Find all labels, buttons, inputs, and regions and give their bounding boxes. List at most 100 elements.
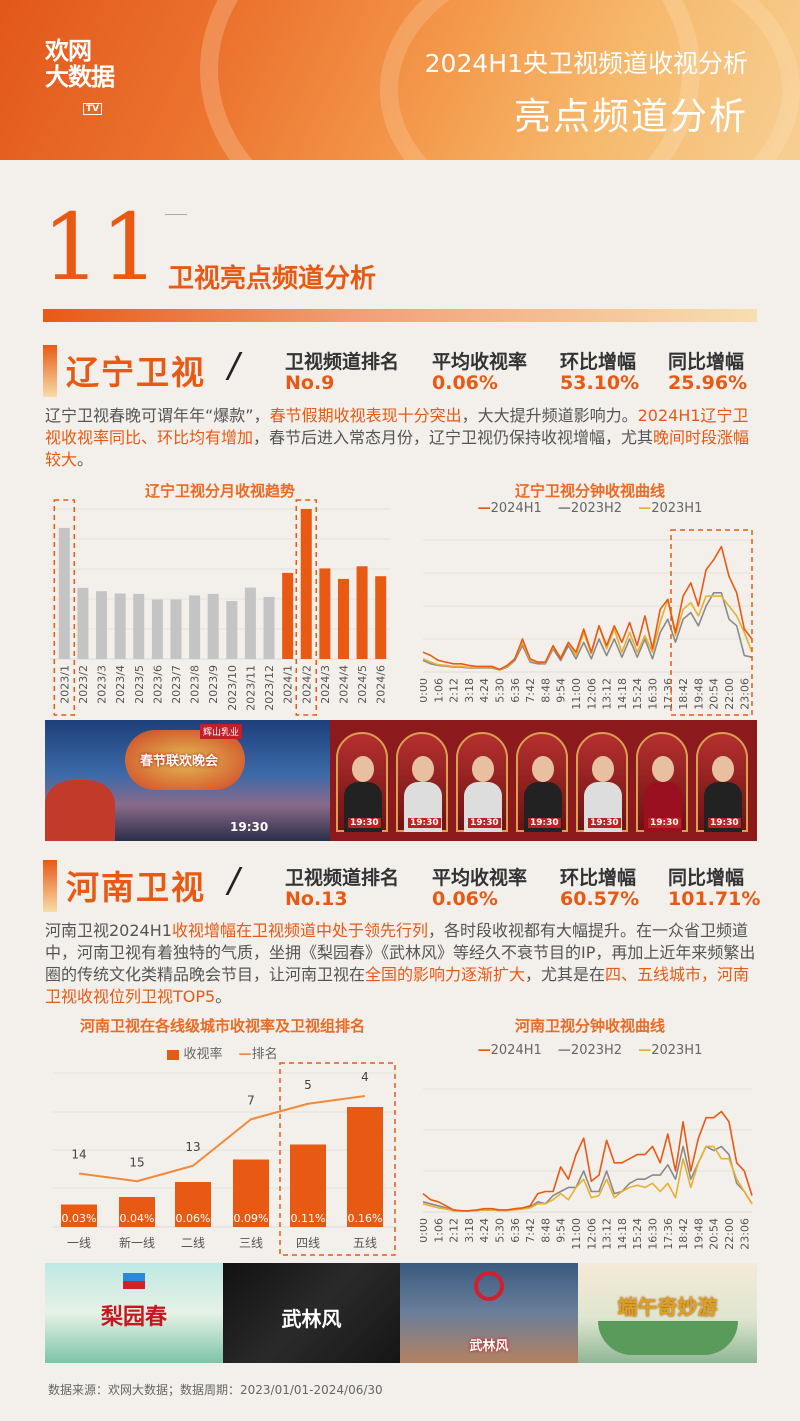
bar xyxy=(114,593,126,659)
stat-value-avg: 0.06% xyxy=(432,888,498,910)
stat-label-rank: 卫视频道排名 xyxy=(285,867,400,889)
section-title: 卫视亮点频道分析 xyxy=(168,264,377,294)
bar xyxy=(233,1159,269,1227)
chart-title: 辽宁卫视分钟收视曲线 xyxy=(514,482,665,500)
logo-text: 欢网 xyxy=(45,37,92,65)
monthly-trend-chart: 辽宁卫视分月收视趋势 2023/1 2023/2 2023/3 2023/4 2023/… xyxy=(45,475,395,720)
stat-value-mom: 60.57% xyxy=(560,888,640,910)
series-line-2024H1 xyxy=(422,1110,753,1212)
header-title: 亮点频道分析 xyxy=(514,95,748,138)
x-tick-label: 2:12 xyxy=(448,678,461,703)
x-tick-label: 23:06 xyxy=(738,678,751,710)
x-tick-label: 一线 xyxy=(67,1236,91,1250)
highlight-box xyxy=(279,1062,396,1256)
x-tick-label: 9:54 xyxy=(555,678,568,703)
x-tick-label: 6:36 xyxy=(509,678,522,703)
rank-label: 4 xyxy=(361,1070,369,1084)
channel-accent-bar xyxy=(43,860,57,912)
bar xyxy=(133,593,145,659)
bar xyxy=(207,593,219,659)
body-text: ，大大提升频道影响力。 xyxy=(461,406,638,425)
poster-caption: 春节联欢晚会 xyxy=(140,754,219,769)
x-tick-label: 新一线 xyxy=(119,1235,155,1250)
body-text: 。 xyxy=(77,450,94,469)
x-tick-label: 12:06 xyxy=(585,678,598,710)
stat-label-avg: 平均收视率 xyxy=(432,351,528,373)
broadcast-time: 19:30 xyxy=(230,820,269,834)
stat-label-mom: 环比增幅 xyxy=(560,351,637,373)
stat-value-rank: No.9 xyxy=(285,372,335,394)
x-tick-label: 2024/1 xyxy=(282,665,295,704)
stat-value-yoy: 25.96% xyxy=(668,372,748,394)
bar xyxy=(244,587,256,659)
highlight-text: 全国的影响力逐渐扩大 xyxy=(365,965,526,984)
highlight-box xyxy=(53,499,76,716)
broadcast-time: 19:30 xyxy=(648,818,681,828)
bar xyxy=(356,566,368,659)
x-tick-label: 四线 xyxy=(296,1236,320,1250)
x-tick-label: 15:24 xyxy=(631,1218,644,1250)
mascot-figure xyxy=(45,780,115,841)
host-portrait: 19:30 xyxy=(696,732,748,832)
broadcast-time: 19:30 xyxy=(408,818,441,828)
x-tick-label: 4:24 xyxy=(478,1218,491,1243)
legend-item: —2024H1 xyxy=(477,1043,542,1058)
x-tick-label: 11:00 xyxy=(570,1218,583,1250)
x-tick-label: 11:00 xyxy=(570,678,583,710)
x-tick-label: 五线 xyxy=(353,1236,377,1250)
logo-badge: TV xyxy=(83,103,103,115)
bar xyxy=(226,601,238,659)
x-tick-label: 8:48 xyxy=(539,678,552,703)
legend-item: —2024H1 xyxy=(477,501,542,516)
x-tick-label: 二线 xyxy=(181,1236,205,1250)
poster-title: 武林风 xyxy=(469,1339,509,1354)
x-tick-label: 2023/6 xyxy=(151,665,164,704)
stat-label-rank: 卫视频道排名 xyxy=(285,351,400,373)
bar-value-label: 0.11% xyxy=(291,1212,326,1225)
x-tick-label: 2023/8 xyxy=(189,665,202,704)
host-portrait: 19:30 xyxy=(456,732,508,832)
body-text: ，春节后进入常态月份，辽宁卫视仍保持收视增幅，尤其 xyxy=(253,428,654,447)
x-tick-label: 2023/10 xyxy=(226,665,239,711)
bar xyxy=(375,576,387,659)
chart-svg: 0.03% 一线 0.04% 新一线 0.06% 二线 0.09% 三线 0.11% 四线 0.16… xyxy=(53,1062,397,1256)
stat-value-yoy: 101.71% xyxy=(668,888,761,910)
chart-svg: 0:00 1:06 2:12 3:18 4:24 5:30 6:36 7:42 8:48 9:54… xyxy=(420,529,753,716)
series-line-2024H1 xyxy=(422,545,753,671)
poster-title: 端午奇妙游 xyxy=(617,1295,718,1319)
x-tick-label: 0:00 xyxy=(420,678,430,703)
liyuanchun-poster-image: 梨园春 xyxy=(45,1263,223,1363)
x-tick-label: 23:06 xyxy=(738,1218,751,1250)
chart-legend: —2024H1 —2023H2 —2023H1 xyxy=(420,1043,760,1058)
gradient-divider xyxy=(43,309,757,322)
x-tick-label: 0:00 xyxy=(420,1218,430,1243)
x-tick-label: 9:54 xyxy=(555,1218,568,1243)
wulinfeng-poster-image: 武林风 xyxy=(223,1263,400,1363)
x-tick-label: 13:12 xyxy=(601,1218,614,1250)
header-subtitle: 2024H1央卫视频道收视分析 xyxy=(424,49,748,78)
body-text: ，尤其是在 xyxy=(525,965,606,984)
logo: 欢网 大数据 TV xyxy=(45,38,145,116)
x-tick-label: 14:18 xyxy=(616,1218,629,1250)
x-tick-label: 12:06 xyxy=(585,1218,598,1250)
wulinfeng-fighters-image: 武林风 xyxy=(400,1263,578,1363)
stat-value-rank: No.13 xyxy=(285,888,348,910)
x-tick-label: 5:30 xyxy=(494,1218,507,1243)
x-tick-label: 19:48 xyxy=(692,678,705,710)
rank-label: 15 xyxy=(129,1155,144,1169)
minute-curve-chart: 辽宁卫视分钟收视曲线 —2024H1 —2023H2 —2023H1 0:00 1… xyxy=(420,475,760,720)
x-tick-label: 2023/4 xyxy=(114,665,127,704)
bar xyxy=(96,591,108,659)
x-tick-label: 2024/3 xyxy=(319,665,332,704)
x-tick-label: 2023/7 xyxy=(170,665,183,704)
x-tick-label: 1:06 xyxy=(432,678,445,703)
highlight-text: 2024H1辽宁卫视收视率同比、环比均有增加 xyxy=(45,406,749,447)
hosts-poster-image: 19:30 19:30 19:30 19:30 19:30 19:30 19:30 xyxy=(330,720,757,841)
x-tick-label: 1:06 xyxy=(432,1218,445,1243)
legend-item: —排名 xyxy=(238,1047,278,1062)
host-portrait: 19:30 xyxy=(516,732,568,832)
rank-label: 14 xyxy=(71,1148,86,1162)
legend-item: 收视率 xyxy=(167,1047,223,1062)
slash-divider: / xyxy=(228,346,240,386)
bar xyxy=(300,509,312,659)
